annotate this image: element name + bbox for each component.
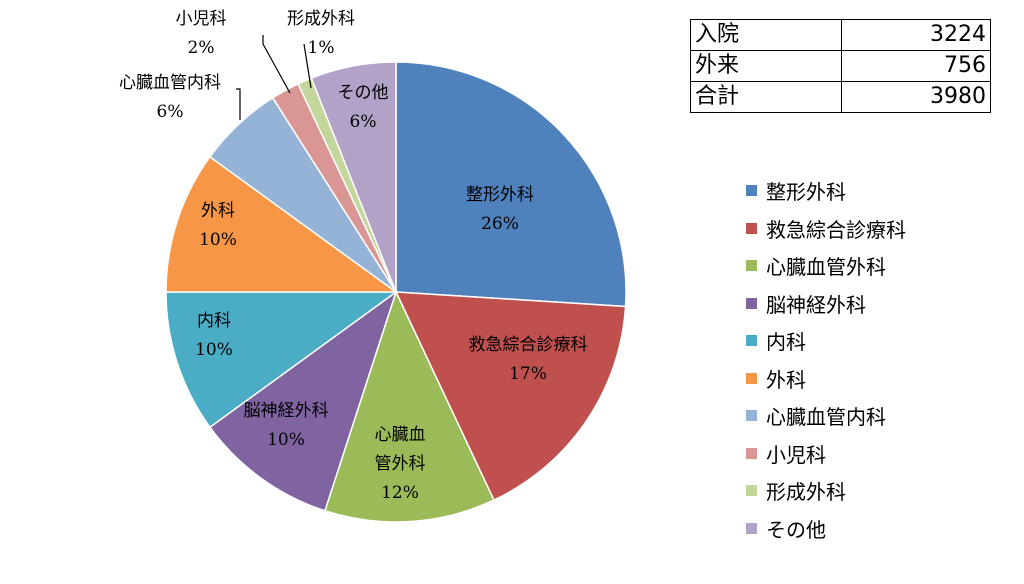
slice-percent-label: 6% — [157, 102, 184, 122]
legend-swatch — [746, 372, 757, 384]
table-value-total: 3980 — [841, 81, 991, 113]
slice-label-text: 外科 — [201, 201, 235, 221]
legend-swatch — [746, 297, 757, 309]
slice-label-10: その他 6% — [338, 83, 389, 132]
legend-swatch — [746, 185, 757, 197]
leader-line-7 — [236, 88, 241, 120]
slice-label-text: 脳神経外科 — [244, 401, 329, 421]
pie-slice-6 — [165, 155, 399, 293]
slice-label-3: 心臓血管外科 12% — [375, 425, 426, 503]
legend-item: 心臓血管内科 — [746, 397, 906, 435]
slice-label-text: その他 — [338, 83, 389, 103]
legend-label: 内科 — [766, 330, 806, 355]
table-label-outpatient: 外来 — [690, 50, 842, 82]
legend-item: その他 — [746, 510, 906, 548]
legend-swatch — [746, 522, 757, 534]
table-row-total: 合計 3980 — [690, 81, 991, 113]
legend-label: 心臓血管内科 — [766, 405, 886, 430]
slice-label-text: 内科 — [197, 311, 231, 331]
table-label-total: 合計 — [690, 81, 842, 113]
leader-line-8 — [262, 35, 291, 94]
slice-label-text: 整形外科 — [466, 185, 534, 205]
legend-item: 心臓血管外科 — [746, 247, 906, 285]
legend-label: 脳神経外科 — [766, 292, 866, 317]
legend-swatch — [746, 447, 757, 459]
table-row-outpatient: 外来 756 — [690, 50, 991, 82]
legend-item: 外科 — [746, 360, 906, 398]
chart-legend: 整形外科救急綜合診療科 心臓血管外科 脳神経外科内科外科心臓血管内科 小児科形成外科そ… — [746, 172, 906, 547]
legend-swatch — [746, 335, 757, 347]
legend-item: 整形外科 — [746, 172, 906, 210]
pie-slice-3 — [323, 289, 495, 523]
legend-label: 整形外科 — [766, 180, 846, 205]
table-label-inpatient: 入院 — [690, 19, 842, 51]
legend-item: 脳神経外科 — [746, 285, 906, 323]
legend-label: 小児科 — [766, 442, 826, 467]
legend-label: 外科 — [766, 367, 806, 392]
legend-swatch — [746, 222, 757, 234]
table-value-inpatient: 3224 — [841, 19, 991, 51]
slice-label-text: 小児科 — [176, 9, 227, 29]
legend-item: 小児科 — [746, 435, 906, 473]
pie-slice-1 — [395, 61, 627, 308]
legend-item: 内科 — [746, 322, 906, 360]
legend-label: 救急綜合診療科 — [766, 217, 906, 242]
legend-swatch — [746, 410, 757, 422]
slice-label-6: 外科 10% — [199, 201, 237, 250]
pie-slice-2 — [394, 291, 627, 502]
legend-label: 心臓血管外科 — [766, 255, 886, 280]
pie-slice-4 — [208, 290, 398, 512]
slice-percent-label: 10% — [195, 340, 233, 360]
slice-label-text: 形成外科 — [287, 9, 355, 29]
pie-slice-10 — [310, 61, 397, 293]
slice-percent-label: 26% — [481, 214, 519, 234]
legend-label: 形成外科 — [766, 480, 846, 505]
table-value-outpatient: 756 — [841, 50, 991, 82]
slice-percent-label: 6% — [350, 112, 377, 132]
slice-percent-label: 1% — [308, 38, 335, 58]
summary-table: 入院 3224 外来 756 合計 3980 — [690, 19, 991, 113]
slice-percent-label: 10% — [267, 430, 305, 450]
slice-label-5: 内科 10% — [195, 311, 233, 360]
slice-label-8: 小児科 2% — [176, 9, 227, 58]
slice-label-2: 救急綜合診療科 17% — [469, 335, 588, 384]
legend-swatch — [746, 260, 757, 272]
slice-label-text: 心臓血管内科 — [119, 73, 221, 93]
legend-item: 救急綜合診療科 — [746, 210, 906, 248]
slice-label-7: 心臓血管内科 6% — [119, 73, 221, 122]
leader-line-9 — [303, 43, 312, 89]
slice-label-4: 脳神経外科 10% — [244, 401, 329, 450]
legend-swatch — [746, 485, 757, 497]
slice-percent-label: 12% — [381, 483, 419, 503]
slice-label-text: 心臓血 — [375, 425, 426, 445]
legend-item: 形成外科 — [746, 472, 906, 510]
slice-label-9: 形成外科 1% — [287, 9, 355, 58]
slice-label-text: 救急綜合診療科 — [469, 335, 588, 355]
legend-label: その他 — [766, 517, 826, 542]
pie-slice-5 — [165, 291, 399, 429]
slice-percent-label: 10% — [199, 230, 237, 250]
slice-percent-label: 17% — [509, 364, 547, 384]
slice-percent-label: 2% — [188, 38, 215, 58]
slice-label-text: 管外科 — [375, 454, 426, 474]
table-row-inpatient: 入院 3224 — [690, 19, 991, 51]
slice-label-1: 整形外科 26% — [466, 185, 534, 234]
